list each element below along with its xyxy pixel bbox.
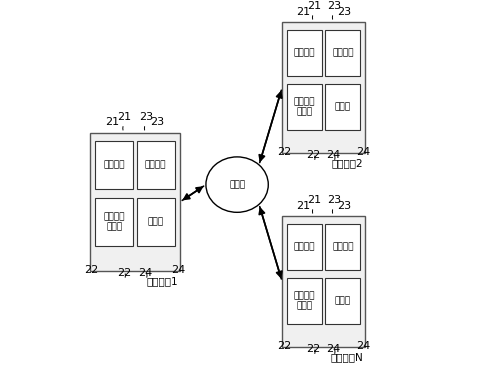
Text: 21: 21 [296,201,310,211]
FancyBboxPatch shape [90,132,180,271]
Text: 21: 21 [307,195,321,205]
Text: 22: 22 [277,147,291,157]
Bar [95,198,133,246]
Text: 访问网关: 访问网关 [294,48,315,57]
Text: 联络中心2: 联络中心2 [332,159,363,169]
Text: 21: 21 [307,1,321,11]
Bar [325,224,360,270]
Bar [287,278,322,324]
Bar [137,198,175,246]
Text: 24: 24 [171,265,185,275]
Text: 23: 23 [150,118,164,127]
Text: 24: 24 [139,268,153,278]
Text: 22: 22 [306,150,321,160]
Bar [325,278,360,324]
Text: 23: 23 [139,112,153,122]
Text: 21: 21 [105,118,119,127]
Bar [287,30,322,76]
Bar [325,30,360,76]
Text: 22: 22 [306,344,321,354]
Text: 21: 21 [296,7,310,16]
Text: 22: 22 [277,341,291,351]
Text: 24: 24 [356,147,371,157]
Text: 23: 23 [338,7,351,16]
Bar [95,141,133,189]
FancyBboxPatch shape [282,216,365,347]
Text: 23: 23 [338,201,351,211]
Text: 22: 22 [117,268,131,278]
Text: 数据库: 数据库 [335,296,351,305]
Text: 24: 24 [327,150,341,160]
Ellipse shape [206,157,268,212]
Text: 联络中心N: 联络中心N [331,353,363,363]
Text: 23: 23 [327,195,341,205]
Text: 23: 23 [327,1,341,11]
Text: 服务系统: 服务系统 [332,48,353,57]
Text: 数据库: 数据库 [148,218,164,227]
Text: 24: 24 [356,341,371,351]
Text: 租户位置
定位器: 租户位置 定位器 [103,212,125,232]
FancyBboxPatch shape [282,22,365,153]
Bar [287,84,322,130]
Text: 访问网关: 访问网关 [103,161,125,170]
Text: 21: 21 [117,112,131,122]
Text: 互联网: 互联网 [229,180,245,189]
Text: 服务系统: 服务系统 [332,242,353,251]
Text: 访问网关: 访问网关 [294,242,315,251]
Text: 联络中心1: 联络中心1 [147,276,178,287]
Text: 租户位置
定位器: 租户位置 定位器 [294,97,315,116]
Text: 租户位置
定位器: 租户位置 定位器 [294,291,315,310]
Bar [287,224,322,270]
Text: 数据库: 数据库 [335,102,351,111]
Text: 22: 22 [85,265,99,275]
Text: 24: 24 [327,344,341,354]
Text: 服务系统: 服务系统 [145,161,166,170]
Bar [325,84,360,130]
Bar [137,141,175,189]
